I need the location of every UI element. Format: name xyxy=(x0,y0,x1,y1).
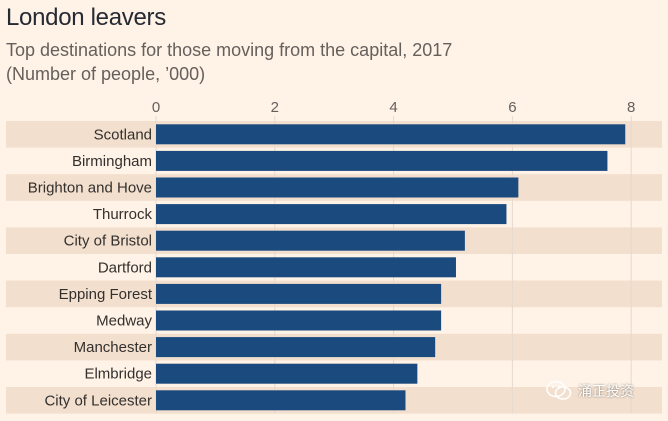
category-label: Epping Forest xyxy=(59,286,153,303)
category-label: Dartford xyxy=(98,259,152,276)
chart-title: London leavers xyxy=(6,4,166,31)
subtitle-line-2: (Number of people, ’000) xyxy=(6,64,206,84)
bars xyxy=(156,124,626,411)
category-label: City of Leicester xyxy=(44,392,152,409)
bar xyxy=(156,390,406,411)
wechat-icon xyxy=(546,380,572,402)
category-label: Thurrock xyxy=(93,206,153,223)
category-label: City of Bristol xyxy=(64,233,152,250)
bar xyxy=(156,363,418,384)
chart-subtitle: Top destinations for those moving from t… xyxy=(6,38,606,86)
category-label: Medway xyxy=(96,313,152,330)
bar xyxy=(156,310,442,331)
bar xyxy=(156,177,519,198)
bar xyxy=(156,257,456,278)
bar xyxy=(156,204,507,225)
x-tick-label: 4 xyxy=(389,99,397,116)
watermark: 涌正投资 xyxy=(546,380,634,402)
x-tick-label: 2 xyxy=(271,99,279,116)
category-label: Brighton and Hove xyxy=(28,180,152,197)
bar xyxy=(156,124,626,145)
x-axis-ticks: 0 2 4 6 8 xyxy=(152,99,636,116)
bar xyxy=(156,337,436,358)
x-tick-label: 6 xyxy=(508,99,516,116)
watermark-text: 涌正投资 xyxy=(578,383,634,399)
bar xyxy=(156,283,442,304)
category-label: Birmingham xyxy=(72,153,152,170)
bar xyxy=(156,150,608,171)
category-label: Manchester xyxy=(74,339,152,356)
bar xyxy=(156,230,465,251)
category-label: Elmbridge xyxy=(84,366,152,383)
x-tick-label: 0 xyxy=(152,99,160,116)
category-label: Scotland xyxy=(94,126,152,143)
category-labels: Scotland Birmingham Brighton and Hove Thurr… xyxy=(28,126,153,409)
x-tick-label: 8 xyxy=(627,99,635,116)
subtitle-line-1: Top destinations for those moving from t… xyxy=(6,40,453,60)
